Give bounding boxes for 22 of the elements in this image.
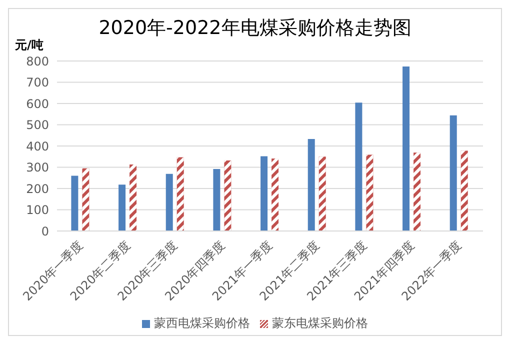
y-tick-label: 300: [26, 160, 49, 175]
chart-title: 2020年-2022年电煤采购价格走势图: [98, 17, 412, 39]
bar: [355, 102, 362, 231]
bar: [402, 66, 410, 231]
y-tick-label: 400: [26, 139, 49, 154]
y-tick-label: 600: [26, 96, 49, 111]
y-tick-label: 100: [26, 203, 49, 218]
bar: [118, 184, 126, 231]
y-tick-label: 500: [26, 118, 49, 132]
bar: [213, 168, 220, 231]
y-tick-label: 200: [26, 182, 49, 196]
y-axis-title: 元/吨: [15, 37, 44, 54]
bar: [450, 115, 457, 231]
bar: [166, 174, 173, 231]
y-tick-label: 0: [41, 224, 49, 238]
legend-label: 蒙西电煤采购价格: [153, 315, 250, 332]
bar: [260, 156, 268, 231]
bar: [308, 138, 315, 231]
y-tick-label: 700: [26, 76, 49, 90]
bar: [71, 176, 78, 231]
y-tick-label: 800: [26, 54, 49, 68]
legend-label: 蒙东电煤采购价格: [271, 315, 368, 332]
